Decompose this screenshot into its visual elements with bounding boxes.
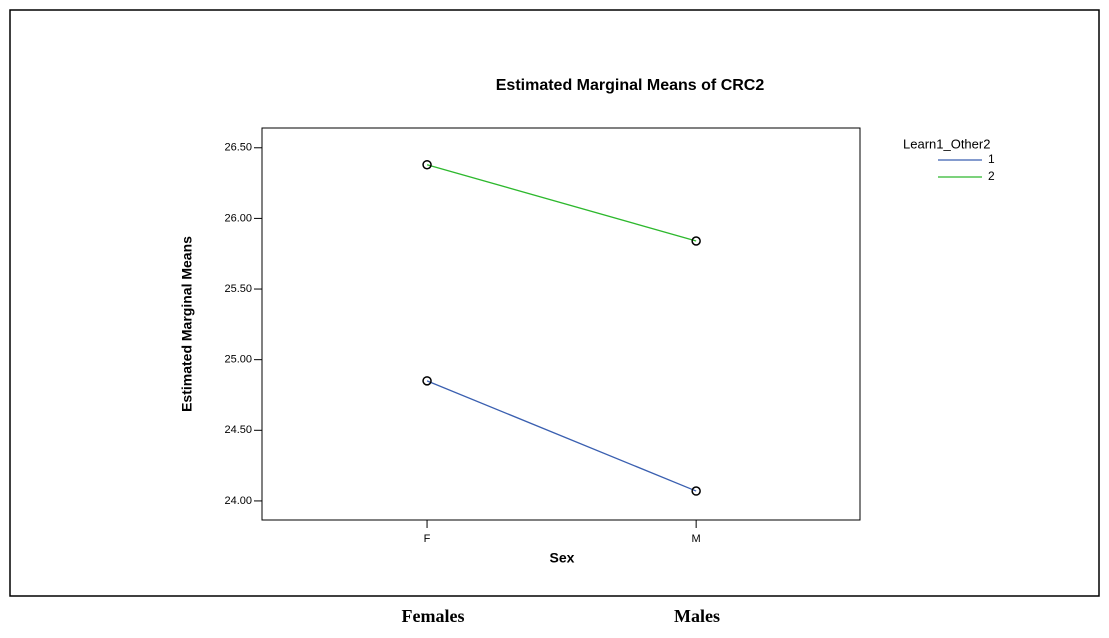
y-tick-label: 26.00 <box>224 212 252 224</box>
y-tick-label: 24.00 <box>224 495 252 507</box>
x-axis-label: Sex <box>550 550 575 566</box>
legend-label: 1 <box>988 152 995 166</box>
x-tick-label: M <box>692 533 701 545</box>
y-axis-label: Estimated Marginal Means <box>179 236 195 412</box>
legend-label: 2 <box>988 169 995 183</box>
plot-area <box>261 127 861 521</box>
y-tick-label: 25.00 <box>224 354 252 366</box>
x-tick-label: F <box>424 533 431 545</box>
point-marker <box>691 236 701 246</box>
y-tick-label: 26.50 <box>224 142 252 154</box>
chart-title: Estimated Marginal Means of CRC2 <box>496 77 765 94</box>
series-line <box>426 164 697 242</box>
point-marker <box>422 376 432 386</box>
caption: Females <box>402 606 465 626</box>
point-marker <box>422 159 432 170</box>
y-tick-label: 24.50 <box>224 424 252 436</box>
point-marker <box>691 486 701 496</box>
series-line <box>426 380 697 492</box>
caption: Males <box>674 606 720 626</box>
y-tick-label: 25.50 <box>224 283 252 295</box>
legend-title: Learn1_Other2 <box>903 136 990 151</box>
frame <box>9 9 1100 597</box>
